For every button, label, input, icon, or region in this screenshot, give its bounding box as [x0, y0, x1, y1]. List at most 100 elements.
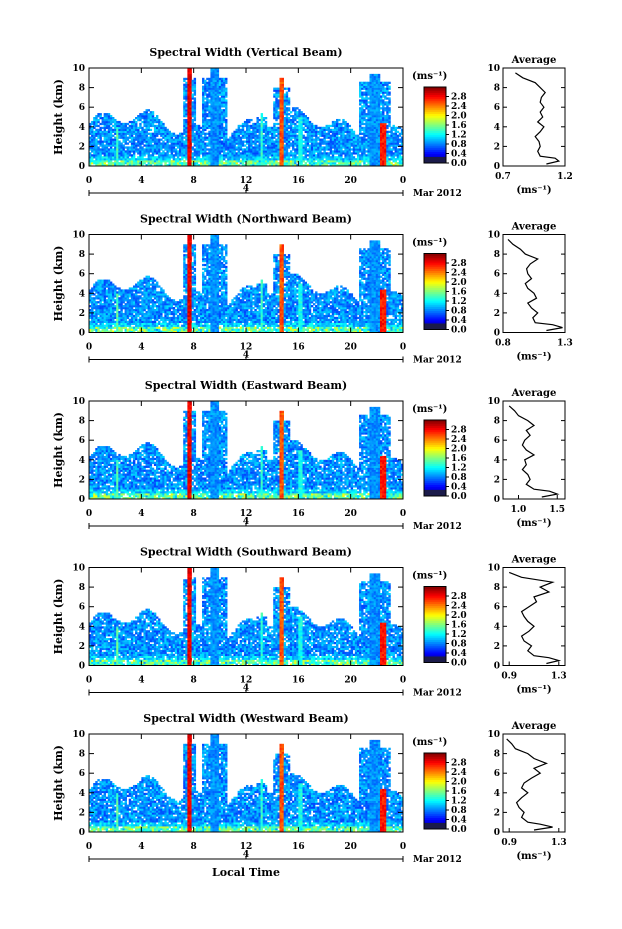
heatmap-cell [365, 89, 368, 92]
heatmap-cell [103, 126, 107, 130]
heatmap-cell [124, 146, 127, 149]
heatmap-cell [122, 291, 125, 294]
heatmap-cell [285, 120, 289, 124]
heatmap-cell [279, 128, 282, 132]
heatmap-cell [128, 136, 132, 139]
heatmap-cell [264, 126, 268, 130]
heatmap-cell [222, 142, 226, 145]
heatmap-cell [118, 293, 121, 296]
heatmap-cell [176, 322, 180, 325]
heatmap-cell [103, 146, 107, 149]
heatmap-cell [114, 162, 117, 165]
heatmap-cell [89, 158, 92, 161]
heatmap-cell [327, 162, 331, 165]
heatmap-cell [153, 283, 157, 286]
heatmap-cell [336, 120, 339, 124]
heatmap-cell [187, 154, 190, 157]
heatmap-cell [141, 134, 144, 137]
heatmap-cell [266, 154, 270, 157]
heatmap-cell [141, 281, 144, 284]
heatmap-cell [99, 152, 102, 155]
heatmap-cell [91, 316, 94, 320]
heatmap-cell [114, 164, 117, 167]
heatmap-cell [95, 128, 98, 132]
heatmap-cell [398, 158, 402, 161]
heatmap-cell [103, 285, 107, 288]
heatmap-cell [149, 330, 153, 333]
heatmap-cell [356, 162, 360, 165]
heatmap-cell [183, 136, 186, 139]
heatmap-cell [371, 156, 374, 159]
heatmap-cell [93, 154, 96, 157]
heatmap-cell [373, 132, 377, 135]
heatmap-cell [340, 132, 343, 135]
heatmap-cell [382, 81, 385, 84]
heatmap-cell [206, 158, 209, 161]
heatmap-cell [354, 140, 358, 143]
heatmap-cell [235, 130, 238, 133]
heatmap-cell [99, 322, 102, 325]
heatmap-cell [105, 150, 109, 153]
heatmap-cell [308, 122, 312, 126]
heatmap-cell [204, 111, 207, 114]
heatmap-cell [281, 138, 284, 141]
heatmap-cell [185, 126, 188, 130]
heatmap-cell [379, 146, 383, 149]
heatmap-cell [323, 148, 326, 151]
heatmap-cell [195, 152, 199, 155]
heatmap-cell [333, 122, 337, 126]
heatmap-cell [176, 328, 180, 331]
heatmap-cell [95, 322, 98, 325]
heatmap-cell [210, 140, 213, 143]
heatmap-cell [237, 132, 241, 135]
heatmap-cell [327, 134, 331, 137]
heatmap-cell [143, 308, 146, 312]
heatmap-cell [287, 113, 291, 116]
heatmap-cell [285, 115, 289, 118]
heatmap-cell [222, 126, 226, 130]
heatmap-cell [344, 122, 347, 126]
heatmap-cell [382, 87, 385, 90]
heatmap-cell [369, 164, 372, 167]
heatmap-cell [208, 144, 211, 147]
heatmap-cell [174, 142, 178, 145]
heatmap-cell [248, 150, 251, 153]
heatmap-cell [91, 126, 94, 130]
heatmap-cell [220, 105, 224, 108]
heatmap-cell [116, 126, 119, 130]
heatmap-cell [151, 307, 155, 310]
heatmap-cell [338, 130, 341, 133]
heatmap-cell [105, 134, 109, 137]
heatmap-cell [160, 324, 163, 327]
heatmap-cell [101, 140, 104, 143]
heatmap-cell [107, 164, 111, 167]
heatmap-cell [137, 134, 140, 137]
heatmap-cell [202, 136, 205, 139]
heatmap-cell [300, 150, 303, 153]
heatmap-cell [135, 299, 138, 302]
heatmap-cell [187, 124, 190, 128]
heatmap-cell [260, 136, 264, 139]
heatmap-cell [176, 146, 180, 149]
heatmap-cell [375, 138, 379, 141]
heatmap-cell [382, 138, 385, 141]
heatmap-cell [359, 99, 362, 102]
heatmap-cell [222, 136, 226, 139]
heatmap-cell [336, 128, 339, 132]
heatmap-cell [235, 152, 238, 155]
heatmap-cell [158, 122, 161, 126]
heatmap-cell [302, 160, 305, 163]
heatmap-cell [400, 162, 404, 165]
heatmap-cell [189, 154, 192, 157]
heatmap-cell [143, 330, 146, 333]
heatmap-cell [235, 162, 238, 165]
heatmap-cell [222, 117, 226, 120]
heatmap-cell [114, 118, 117, 122]
heatmap-cell [375, 77, 379, 81]
heatmap-cell [179, 148, 182, 151]
heatmap-cell [89, 312, 92, 316]
heatmap-cell [137, 301, 140, 304]
heatmap-cell [91, 297, 94, 300]
heatmap-cell [126, 316, 130, 320]
heatmap-cell [371, 115, 374, 118]
